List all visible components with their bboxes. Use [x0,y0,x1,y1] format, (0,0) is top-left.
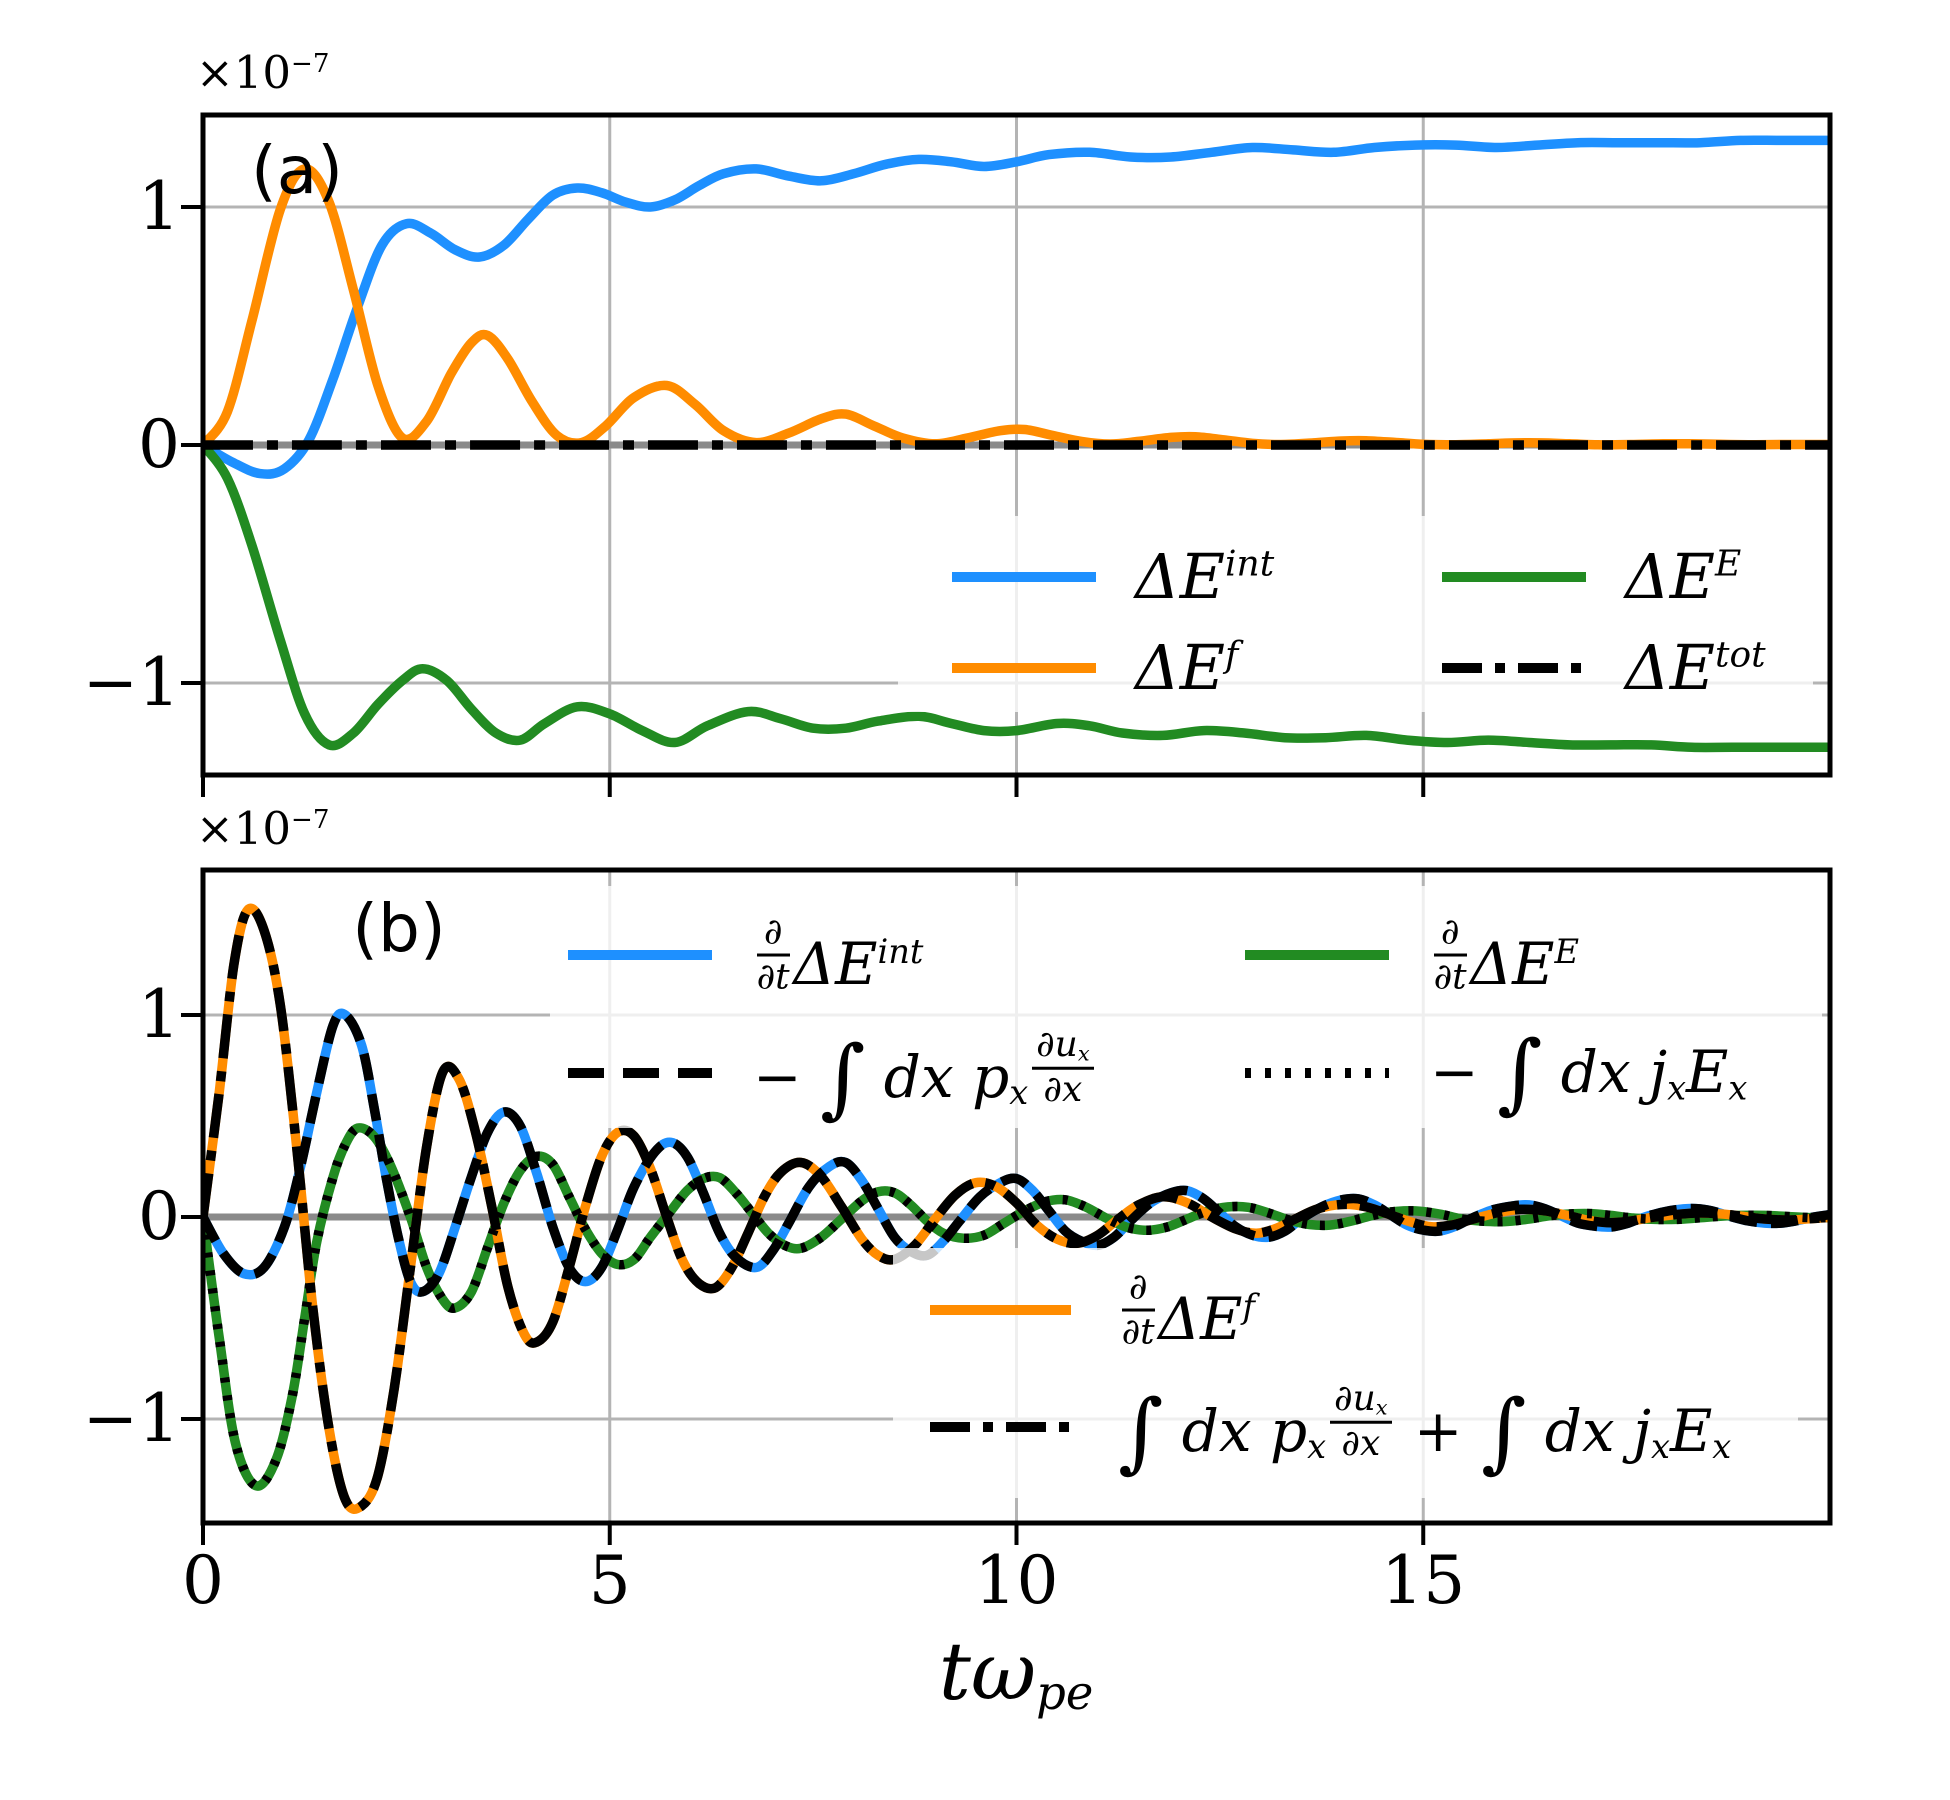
legend-background [550,886,1822,1128]
legend-background [898,516,1813,712]
curve-delta-E-E [201,440,1832,753]
legend-background [893,1248,1798,1498]
curve-delta-E-int [201,135,1832,479]
curve-int-px-duxdx-plus-int-jxEx [201,903,1831,1514]
curve-neg-int-dx-px-duxdx [201,1008,1831,1297]
curve-ddt-delta-E-E [201,1123,1832,1491]
